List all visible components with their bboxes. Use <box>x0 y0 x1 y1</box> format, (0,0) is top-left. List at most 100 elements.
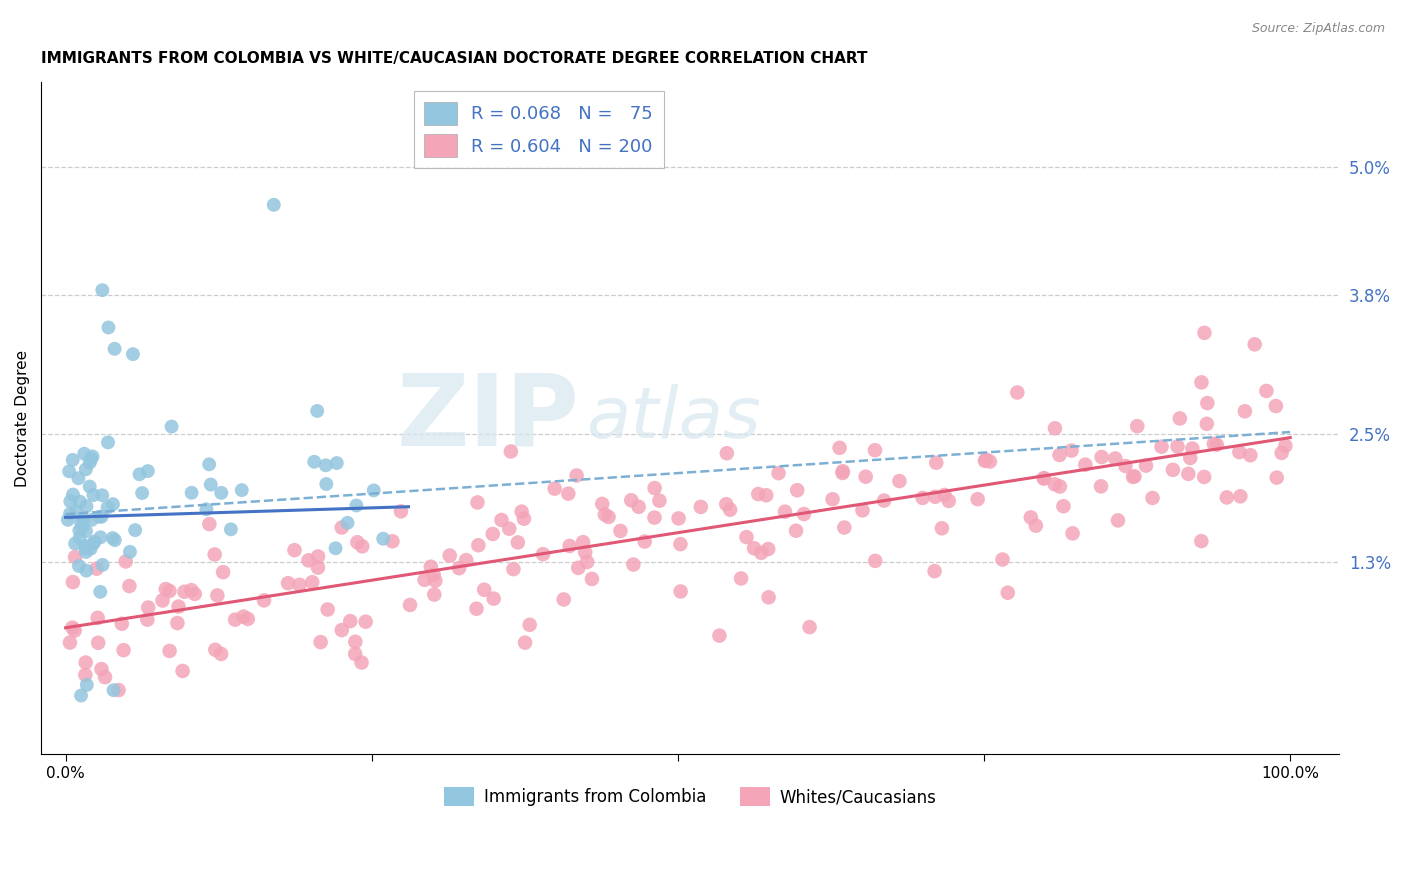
Point <box>159 644 181 658</box>
Point <box>136 600 159 615</box>
Point <box>75 564 97 578</box>
Point <box>718 502 741 516</box>
Point <box>231 483 253 497</box>
Point <box>59 507 82 521</box>
Point <box>103 683 125 698</box>
Point <box>773 505 796 519</box>
Point <box>643 510 665 524</box>
Point <box>831 464 853 478</box>
Point <box>689 500 711 514</box>
Point <box>63 536 86 550</box>
Point <box>172 664 194 678</box>
Point <box>56 513 79 527</box>
Point <box>1043 421 1066 435</box>
Point <box>1025 518 1047 533</box>
Point <box>354 615 377 629</box>
Point <box>1180 450 1202 465</box>
Point <box>75 668 97 682</box>
Point <box>1114 458 1136 473</box>
Point <box>339 614 361 628</box>
Point <box>1161 463 1184 477</box>
Point <box>183 587 205 601</box>
Point <box>336 516 359 530</box>
Point <box>716 497 738 511</box>
Point <box>1150 440 1173 454</box>
Point <box>301 575 323 590</box>
Point <box>330 623 353 637</box>
Point <box>315 477 337 491</box>
Point <box>389 504 412 518</box>
Point <box>76 500 98 514</box>
Point <box>166 615 188 630</box>
Point <box>669 537 692 551</box>
Point <box>253 593 276 607</box>
Point <box>86 611 108 625</box>
Point <box>889 474 911 488</box>
Point <box>519 617 541 632</box>
Point <box>499 444 522 458</box>
Point <box>785 524 807 538</box>
Point <box>491 513 513 527</box>
Point <box>865 554 887 568</box>
Point <box>793 507 815 521</box>
Point <box>373 532 395 546</box>
Point <box>350 656 373 670</box>
Point <box>439 549 461 563</box>
Point <box>627 500 650 514</box>
Point <box>768 466 790 480</box>
Point <box>59 635 82 649</box>
Point <box>124 523 146 537</box>
Point <box>1195 417 1218 431</box>
Point <box>482 591 505 606</box>
Point <box>325 541 347 556</box>
Point <box>94 670 117 684</box>
Point <box>82 536 104 550</box>
Point <box>467 538 489 552</box>
Legend: Immigrants from Colombia, Whites/Caucasians: Immigrants from Colombia, Whites/Caucasi… <box>437 780 943 814</box>
Point <box>544 482 567 496</box>
Point <box>103 342 125 356</box>
Point <box>277 576 299 591</box>
Point <box>204 642 226 657</box>
Point <box>609 524 631 538</box>
Point <box>449 561 471 575</box>
Point <box>344 499 367 513</box>
Point <box>263 198 285 212</box>
Point <box>111 616 134 631</box>
Point <box>598 510 620 524</box>
Point <box>576 555 599 569</box>
Point <box>574 545 596 559</box>
Point <box>69 494 91 508</box>
Point <box>1256 384 1278 398</box>
Point <box>363 483 385 498</box>
Point <box>1191 376 1213 390</box>
Point <box>207 589 229 603</box>
Point <box>758 591 780 605</box>
Point <box>1192 470 1215 484</box>
Point <box>180 583 202 598</box>
Point <box>531 547 554 561</box>
Point <box>76 678 98 692</box>
Point <box>307 404 329 418</box>
Point <box>1202 437 1225 451</box>
Point <box>73 513 96 527</box>
Point <box>419 559 441 574</box>
Point <box>924 564 946 578</box>
Point <box>1216 491 1239 505</box>
Point <box>831 466 853 480</box>
Point <box>513 512 536 526</box>
Point <box>159 583 181 598</box>
Point <box>1205 437 1227 451</box>
Point <box>90 509 112 524</box>
Point <box>557 486 579 500</box>
Point <box>828 441 851 455</box>
Point <box>91 283 114 297</box>
Point <box>593 508 616 522</box>
Text: atlas: atlas <box>586 384 761 452</box>
Point <box>75 541 97 555</box>
Point <box>1060 443 1083 458</box>
Point <box>152 593 174 607</box>
Point <box>422 567 444 582</box>
Point <box>82 488 104 502</box>
Point <box>112 643 135 657</box>
